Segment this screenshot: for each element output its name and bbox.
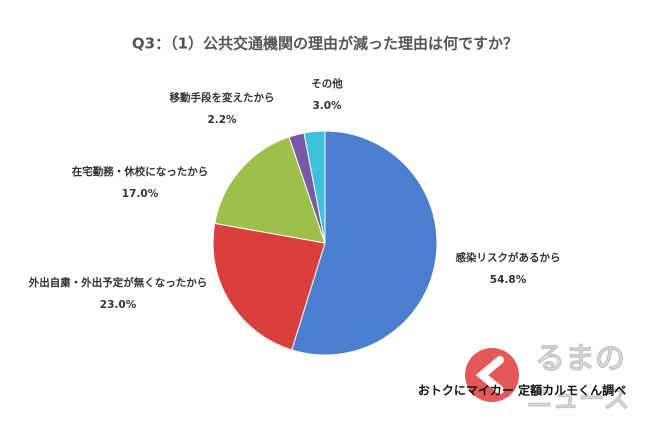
source-note: おトクにマイカー 定額カルモくん調べ xyxy=(418,383,626,398)
value-label: 54.8% xyxy=(490,274,527,286)
logo-text: るまの xyxy=(535,342,625,377)
slice-label: 感染リスクがあるから xyxy=(456,251,561,264)
pie-slice xyxy=(291,130,438,356)
slice-label: 移動手段を変えたから xyxy=(170,91,275,104)
pie-slice xyxy=(303,130,326,244)
value-label: 2.2% xyxy=(207,114,237,126)
slice-label: その他 xyxy=(311,77,343,90)
pie-slice xyxy=(214,136,326,244)
logo-arrow xyxy=(475,356,504,394)
slice-label: 外出自粛・外出予定が無くなったから xyxy=(28,276,208,289)
value-label: 3.0% xyxy=(312,100,342,112)
value-label: 17.0% xyxy=(122,188,159,200)
slice-label: 在宅勤務・休校になったから xyxy=(72,165,209,178)
value-label: 23.0% xyxy=(100,299,137,311)
pie-slice xyxy=(212,222,326,351)
logo: るまの ニュース xyxy=(465,341,630,415)
logo-icon xyxy=(465,348,519,402)
logo-text: ニュース xyxy=(527,385,630,415)
chart-title: Q3：（1）公共交通機関の理由が減った理由は何ですか？ xyxy=(132,35,518,53)
